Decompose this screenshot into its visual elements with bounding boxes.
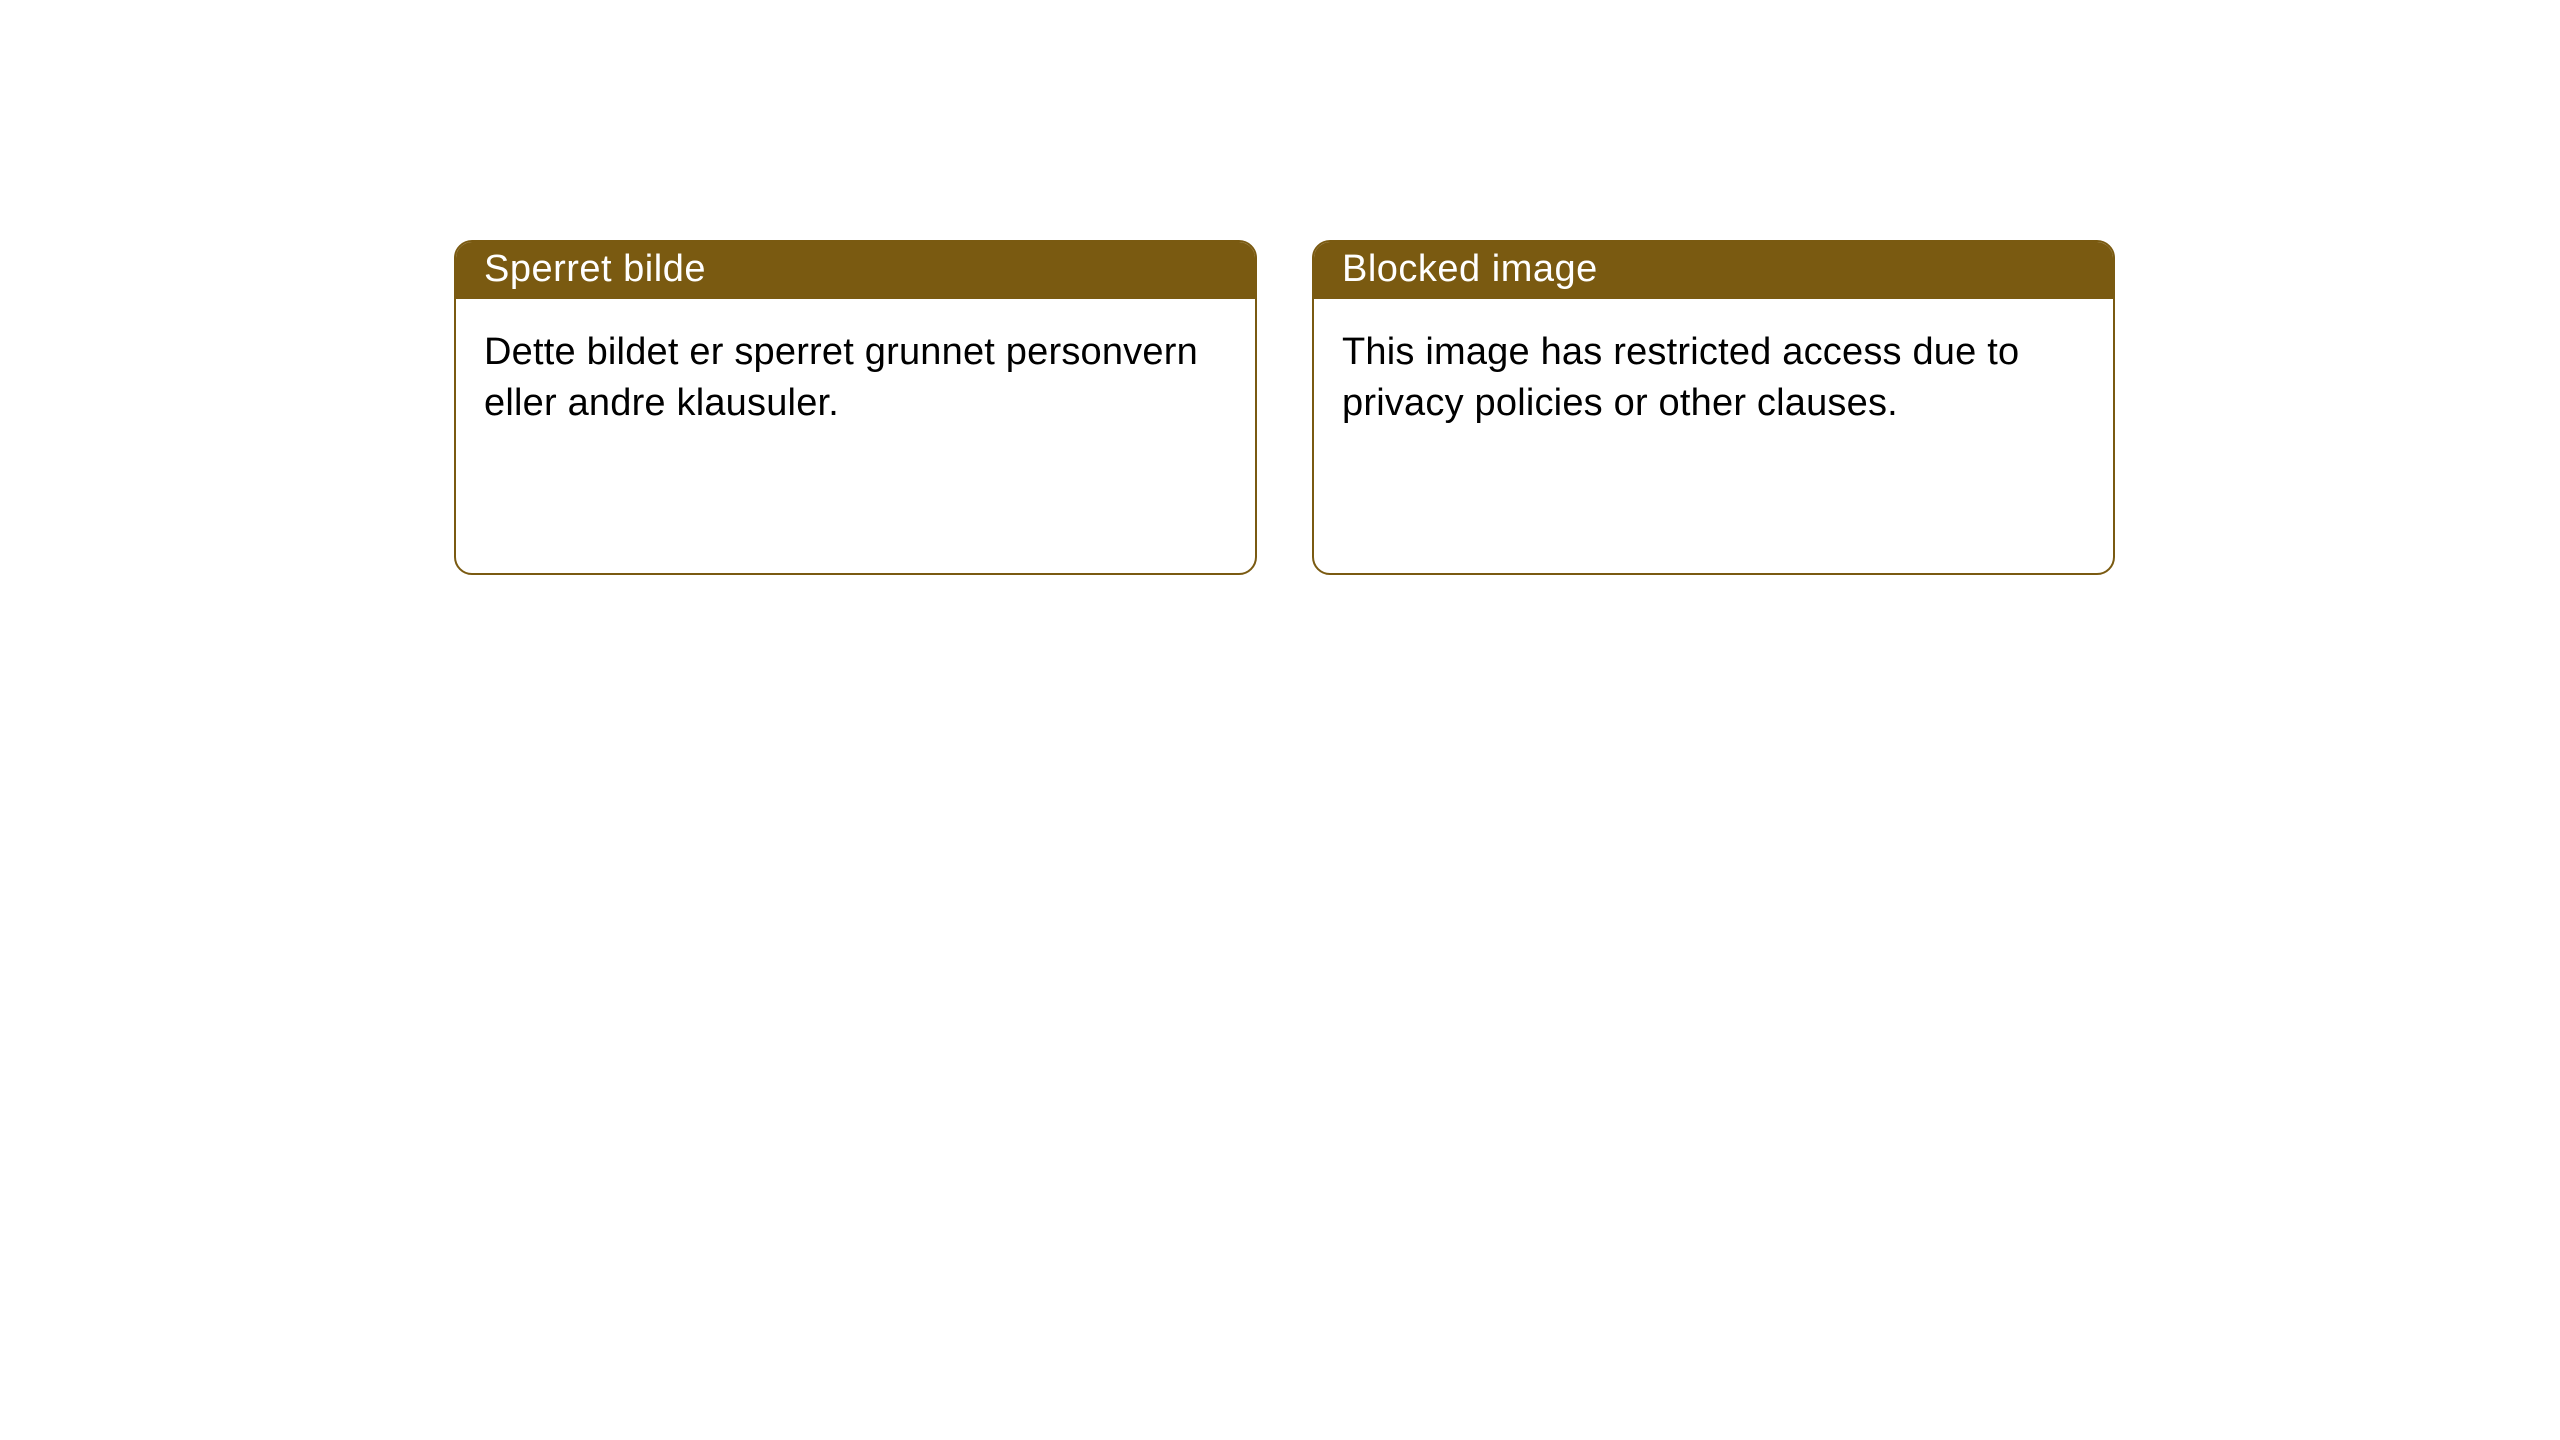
notice-card-body: This image has restricted access due to … [1314,299,2113,430]
notice-card-title: Sperret bilde [456,242,1255,299]
notice-card-norwegian: Sperret bilde Dette bildet er sperret gr… [454,240,1257,575]
notice-card-english: Blocked image This image has restricted … [1312,240,2115,575]
notice-card-body: Dette bildet er sperret grunnet personve… [456,299,1255,430]
notice-card-title: Blocked image [1314,242,2113,299]
notice-container: Sperret bilde Dette bildet er sperret gr… [0,0,2560,575]
